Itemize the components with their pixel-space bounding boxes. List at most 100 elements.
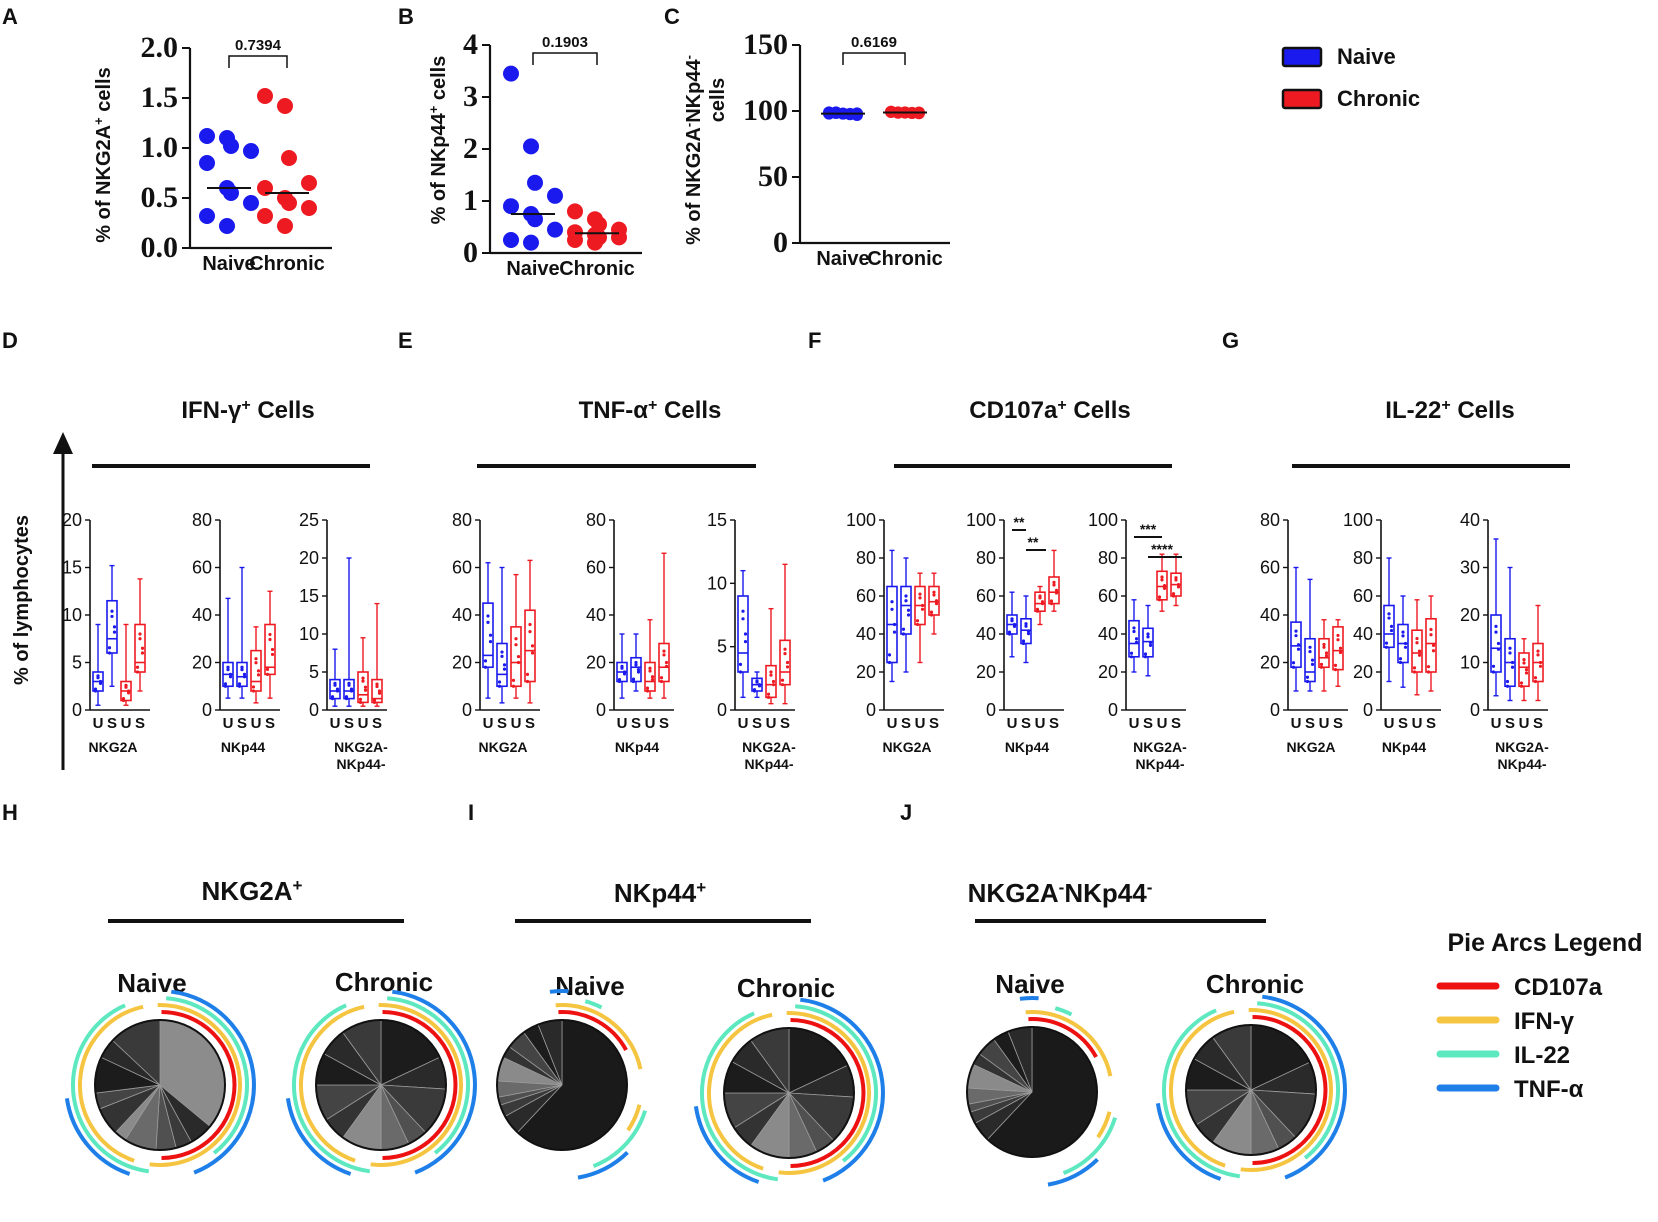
pie-arc xyxy=(64,1098,131,1176)
box-point xyxy=(1162,583,1167,588)
legend-label: IFN-γ xyxy=(1514,1008,1575,1035)
y-tick-label: 30 xyxy=(1460,558,1480,578)
data-point xyxy=(567,203,583,220)
box-point xyxy=(1012,622,1017,627)
box-point xyxy=(1310,658,1315,662)
group-label: NKp44 xyxy=(221,739,266,755)
y-tick-label: 10 xyxy=(299,624,319,644)
box-point xyxy=(1052,583,1056,587)
y-tick-label: 60 xyxy=(1353,586,1373,606)
pie-arc xyxy=(70,1003,150,1174)
box-point xyxy=(251,689,256,693)
x-tick-label: S xyxy=(135,715,145,732)
box-point xyxy=(1522,658,1526,662)
x-tick-label: S xyxy=(1398,715,1408,732)
data-point xyxy=(567,232,583,248)
x-tick-label: U xyxy=(93,715,104,732)
pie-arc xyxy=(693,1106,760,1184)
box-point xyxy=(1024,624,1028,628)
box-point xyxy=(1143,655,1148,659)
box-point xyxy=(934,602,939,606)
box-point xyxy=(1294,629,1298,633)
box-point xyxy=(1536,649,1540,653)
y-tick-label: 15 xyxy=(299,586,319,606)
box-point xyxy=(1429,633,1433,637)
significance-stars: ** xyxy=(1014,514,1025,530)
box-point xyxy=(1389,628,1394,633)
x-tick-label: U xyxy=(738,715,749,732)
box-point xyxy=(1505,684,1510,688)
pie-arc xyxy=(707,1012,773,1171)
y-tick-label: 0 xyxy=(1363,700,1373,720)
x-tick-label: U xyxy=(645,715,656,732)
panel-title: IL-22+ Cells xyxy=(1385,397,1514,425)
box-point xyxy=(1389,624,1394,629)
pie-chart xyxy=(496,989,648,1180)
x-tick-label: U xyxy=(1491,715,1502,732)
box-point xyxy=(124,683,128,687)
box-point xyxy=(140,646,145,650)
box-point xyxy=(254,657,258,661)
y-tick-label: 2.0 xyxy=(141,31,179,64)
legend-swatch-chronic xyxy=(1281,88,1323,110)
y-axis-label-line2: cells xyxy=(707,78,729,122)
panel-letter-f: F xyxy=(808,328,821,353)
box-point xyxy=(486,614,490,618)
x-tick-label: Naive xyxy=(506,258,559,280)
pie-arc xyxy=(577,1150,629,1180)
x-tick-label: S xyxy=(752,715,762,732)
box-point xyxy=(265,672,270,676)
y-tick-label: 0 xyxy=(1270,700,1280,720)
x-tick-label: U xyxy=(1007,715,1018,732)
data-point xyxy=(503,198,519,215)
box-point xyxy=(1157,595,1162,599)
box-point xyxy=(483,665,488,669)
pie-arc xyxy=(1169,1009,1235,1168)
y-tick-label: 10 xyxy=(1460,653,1480,673)
box-point xyxy=(1398,660,1403,665)
y-tick-label: 0 xyxy=(1470,700,1480,720)
box-point xyxy=(265,667,270,671)
x-tick-label: U xyxy=(1412,715,1423,732)
pie-arc xyxy=(78,1004,144,1163)
box-point xyxy=(1021,639,1026,643)
box xyxy=(236,661,248,688)
y-tick-label: 40 xyxy=(1460,510,1480,530)
box-point xyxy=(636,668,641,672)
y-tick-label: 20 xyxy=(1260,653,1280,673)
box-point xyxy=(240,665,244,669)
panel-letter-a: A xyxy=(2,4,18,29)
box-point xyxy=(752,688,757,692)
y-tick-label: 80 xyxy=(1098,548,1118,568)
box-point xyxy=(755,679,759,683)
box-point xyxy=(659,679,664,684)
box xyxy=(329,678,341,700)
data-point xyxy=(243,195,259,211)
box-point xyxy=(741,617,745,621)
x-tick-label: S xyxy=(1171,715,1181,732)
box-point xyxy=(1134,637,1139,641)
box-point xyxy=(1324,654,1329,658)
box-point xyxy=(1305,675,1310,679)
box-point xyxy=(1038,594,1042,598)
box-point xyxy=(1024,622,1028,626)
pie-arc xyxy=(1240,1007,1333,1172)
box-point xyxy=(780,678,785,682)
x-tick-label: S xyxy=(901,715,911,732)
box xyxy=(371,678,383,704)
box-point xyxy=(662,653,666,657)
box-point xyxy=(650,678,655,682)
box-point xyxy=(1308,649,1312,654)
box-point xyxy=(1496,647,1501,651)
pie-arc xyxy=(1025,1010,1113,1077)
panel-letter-h: H xyxy=(2,800,18,825)
pie-outline xyxy=(966,1026,1098,1158)
pie-label: Chronic xyxy=(737,973,835,1003)
box-point xyxy=(514,643,518,647)
data-point xyxy=(523,234,539,251)
box xyxy=(1383,604,1395,649)
x-tick-label: S xyxy=(107,715,117,732)
y-tick-label: 20 xyxy=(452,653,472,673)
